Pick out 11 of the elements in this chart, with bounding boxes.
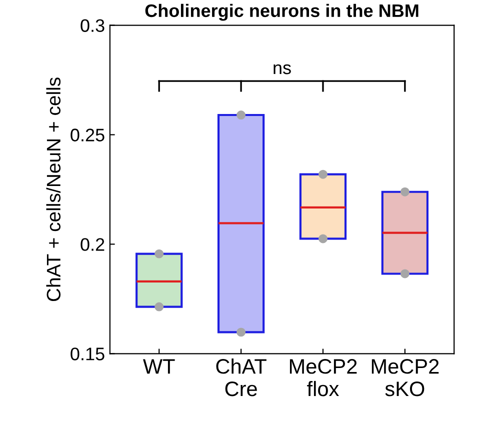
chart-title: Cholinergic neurons in the NBM [145, 4, 418, 21]
y-tick-label: 0.15 [70, 348, 104, 360]
y-tick-label: 0.3 [80, 19, 104, 32]
x-tick-label: ChAT Cre [216, 358, 266, 396]
x-tick-label: MeCP2 sKO [372, 359, 439, 396]
y-axis-title: ChAT + cells/NeuN + cells [46, 78, 61, 302]
x-tick-label: WT [143, 359, 175, 374]
annotation: ns [274, 64, 291, 74]
y-tick-label: 0.2 [80, 238, 104, 251]
y-tick-label: 0.25 [70, 128, 104, 142]
x-tick-label: MeCP2 flox [290, 359, 357, 396]
